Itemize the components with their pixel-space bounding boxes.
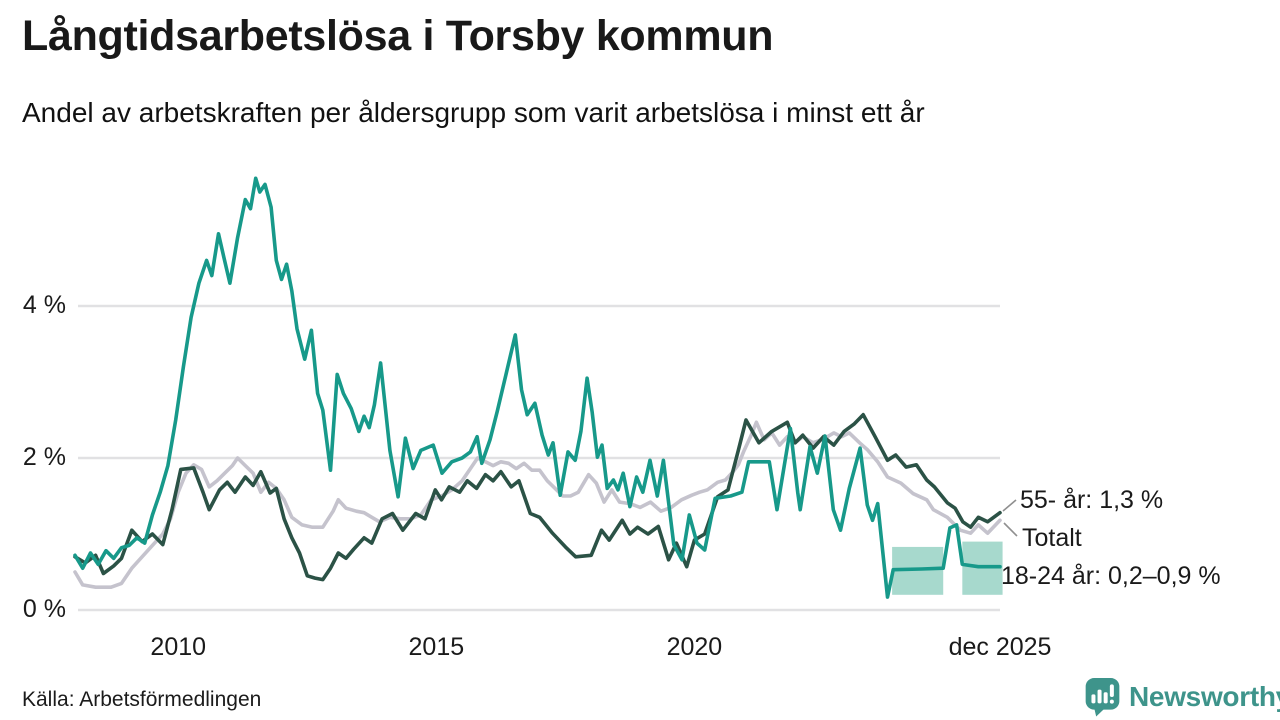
y-axis-tick-2: 2 % xyxy=(22,443,66,471)
x-axis-tick-2010: 2010 xyxy=(150,633,207,661)
series-label-totalt: Totalt xyxy=(1022,524,1082,552)
source-note: Källa: Arbetsförmedlingen xyxy=(22,688,262,711)
newsworthy-logo-text: Newsworthy xyxy=(1129,681,1280,712)
annotation-connector-1 xyxy=(1002,499,1017,512)
x-axis-tick-2015: 2015 xyxy=(408,633,465,661)
x-axis-tick-2020: 2020 xyxy=(666,633,723,661)
page-title: Långtidsarbetslösa i Torsby kommun xyxy=(22,12,774,60)
annotation-connector-2 xyxy=(1003,522,1018,537)
x-axis-tick-dec-2025: dec 2025 xyxy=(948,633,1052,661)
series-label-18-24: 18-24 år: 0,2–0,9 % xyxy=(1001,562,1221,590)
y-axis-tick-4: 4 % xyxy=(22,291,66,319)
newsworthy-logo[interactable]: Newsworthy xyxy=(1084,677,1280,717)
series-line-55-år xyxy=(73,412,1002,582)
series-label-55: 55- år: 1,3 % xyxy=(1020,486,1164,514)
series-line-18-24år xyxy=(73,176,1002,599)
newsworthy-logo-icon xyxy=(1085,678,1120,717)
y-axis-tick-0: 0 % xyxy=(22,595,66,623)
chart-subtitle: Andel av arbetskraften per åldersgrupp s… xyxy=(22,97,925,128)
